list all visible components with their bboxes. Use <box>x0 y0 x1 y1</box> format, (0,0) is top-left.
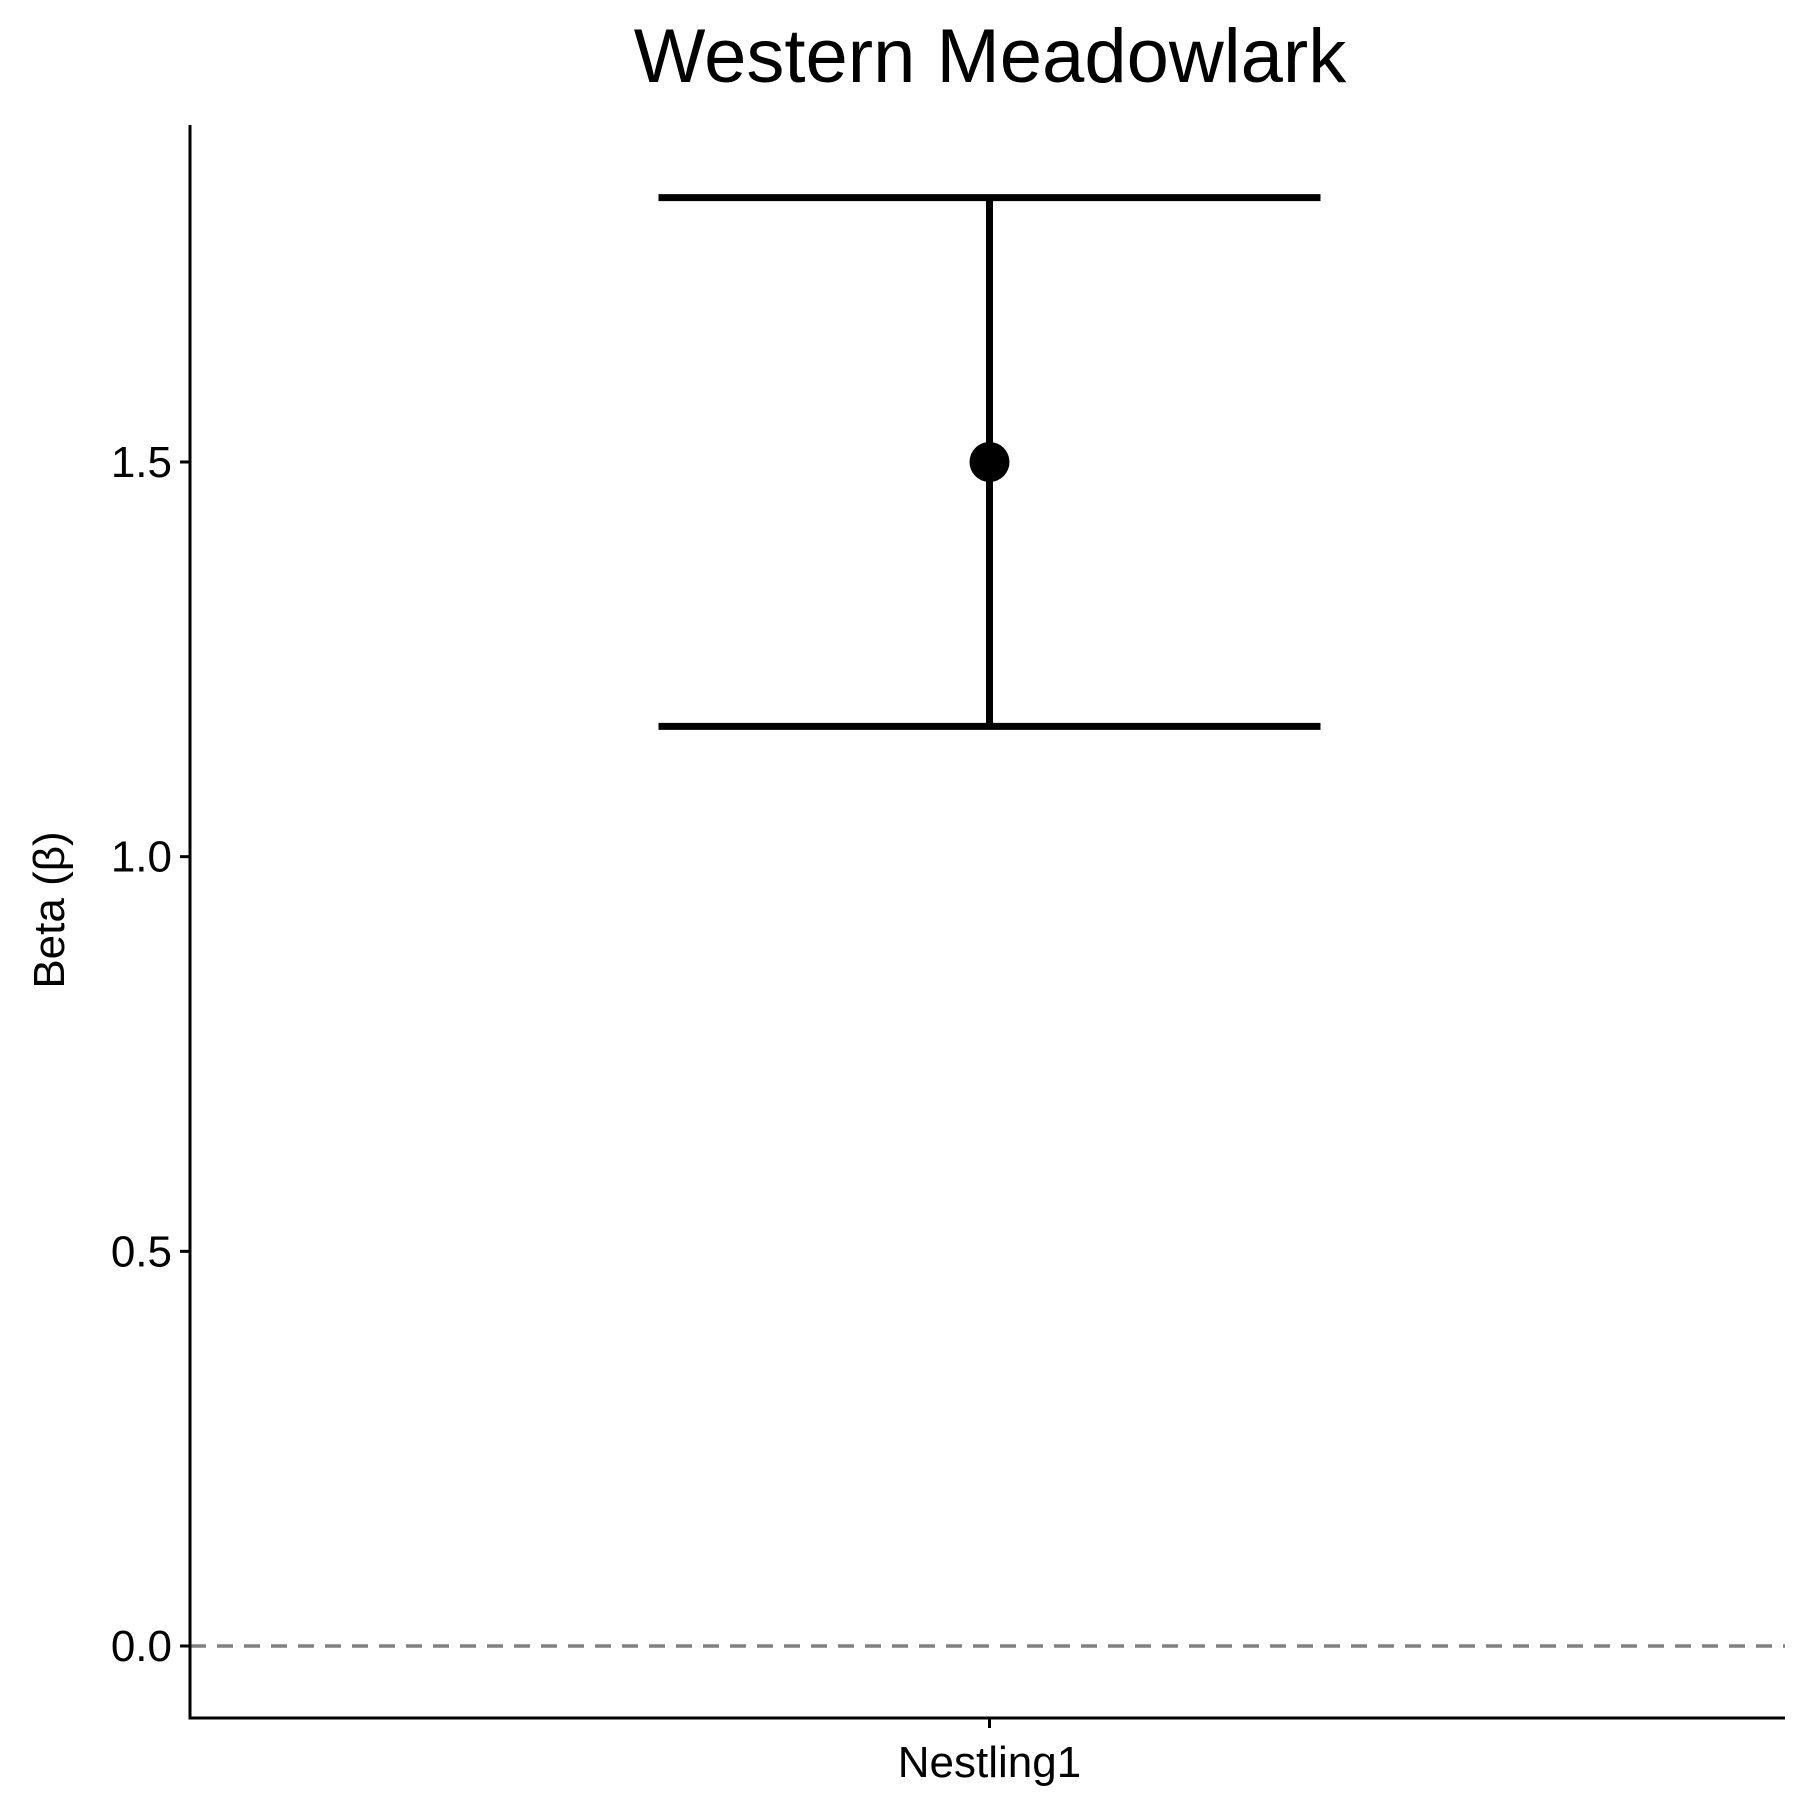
axes-layer <box>188 125 1785 1720</box>
y-tick-label: 0.5 <box>111 1227 172 1276</box>
ticks-layer: 0.0 0.5 1.0 1.5 Nestling1 <box>111 438 1081 1787</box>
marks-layer <box>658 194 1321 730</box>
data-point <box>969 442 1010 482</box>
x-tick-label: Nestling1 <box>898 1738 1081 1787</box>
y-tick-label: 0.0 <box>111 1622 172 1671</box>
y-tick-label: 1.5 <box>111 438 172 487</box>
y-tick-label: 1.0 <box>111 833 172 882</box>
chart-title: Western Meadowlark <box>634 14 1347 99</box>
y-axis-label: Beta (β) <box>25 831 74 988</box>
y-axis-label-group: Beta (β) <box>25 831 74 988</box>
